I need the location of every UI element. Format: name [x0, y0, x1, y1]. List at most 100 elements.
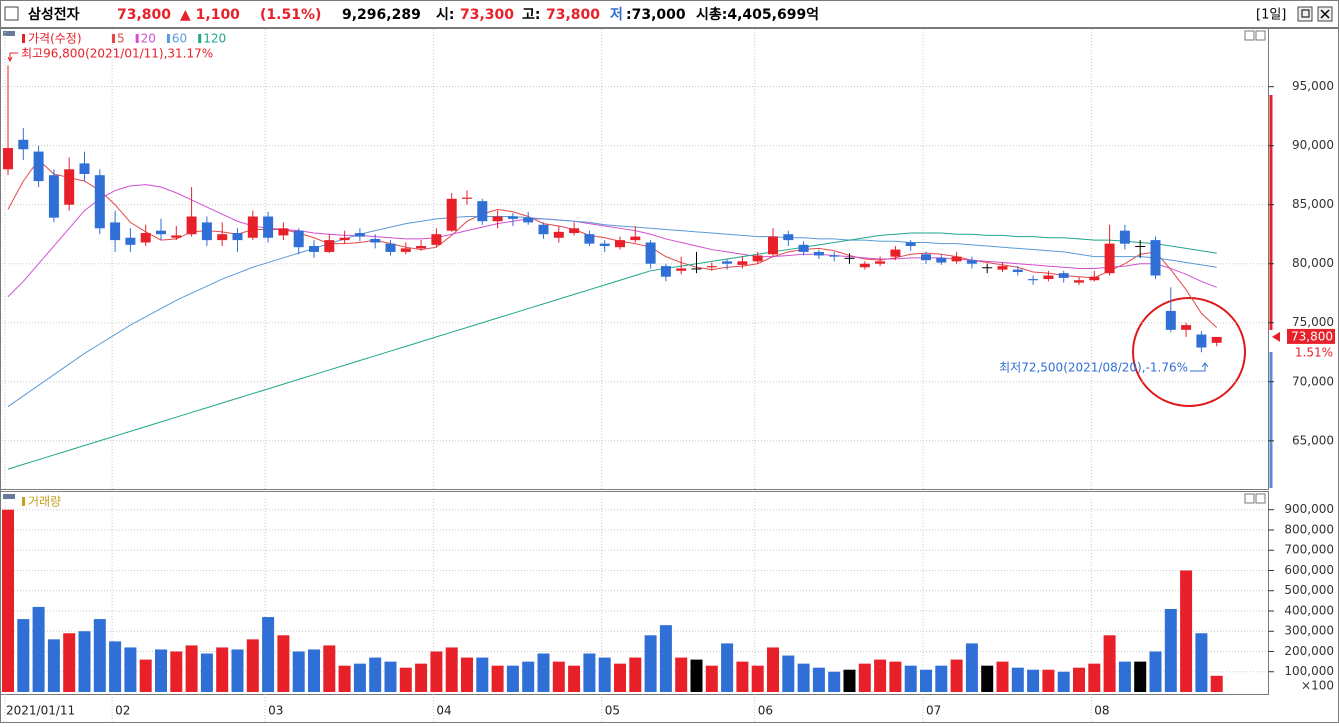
volume-bar	[736, 661, 749, 692]
restore-button[interactable]	[1297, 6, 1313, 22]
volume-bar	[1088, 663, 1101, 692]
volume-bar	[461, 657, 473, 692]
x-tick-label: 08	[1094, 704, 1109, 718]
y-tick-label: 500,000	[1284, 583, 1334, 597]
legend-marker	[22, 497, 25, 506]
volume-bar	[1027, 669, 1040, 692]
unit-label: ×100	[1301, 679, 1334, 693]
candle-body	[966, 260, 977, 264]
restore-icon	[1301, 9, 1310, 18]
last-price-box	[1287, 328, 1335, 344]
candle-body	[538, 224, 549, 235]
y-tick-label: 70,000	[1292, 374, 1334, 388]
volume-bar	[1210, 675, 1223, 692]
candle-body	[1181, 325, 1192, 330]
candle-body	[3, 148, 13, 170]
candle-body	[79, 163, 90, 175]
volume-bar	[690, 659, 703, 692]
volume-bar	[155, 649, 167, 692]
volume-bar	[262, 617, 275, 692]
candle-body	[339, 237, 350, 241]
volume-bar	[644, 635, 657, 692]
volume-bar	[353, 663, 366, 692]
candle-body	[431, 234, 442, 245]
candle-body	[309, 246, 319, 252]
last-price: 73,800	[1291, 329, 1333, 343]
volume-bar	[874, 659, 887, 692]
panel-handle[interactable]	[3, 494, 15, 499]
candle-body	[385, 243, 396, 252]
candle-body	[936, 257, 947, 263]
candle-body	[1165, 310, 1176, 330]
candle-body	[523, 217, 534, 223]
volume-bar	[399, 667, 412, 692]
candle-body	[278, 228, 289, 236]
period[interactable]: [1일]	[1256, 8, 1286, 23]
volume-bar	[1103, 635, 1116, 692]
panel-min[interactable]	[1244, 493, 1255, 504]
stock-name: 삼성전자	[28, 6, 80, 23]
volume-bar	[1134, 661, 1147, 692]
moving-average	[7, 184, 1217, 298]
panel-handle[interactable]	[3, 31, 15, 36]
legend-marker	[112, 34, 115, 43]
legend-marker	[22, 34, 25, 43]
open: 73,300	[460, 7, 514, 23]
x-tick-label: 07	[926, 704, 941, 718]
volume-bar	[308, 649, 320, 692]
candle-body	[859, 263, 870, 268]
candle-body	[171, 235, 182, 238]
candle-body	[1196, 334, 1207, 348]
candle-body	[584, 234, 595, 244]
candle-body	[1028, 279, 1039, 281]
candle-body	[997, 266, 1008, 270]
panel-close[interactable]	[1255, 493, 1266, 504]
candle-body	[676, 268, 687, 271]
y-tick-label: 300,000	[1284, 624, 1334, 638]
open-label: 시:	[436, 7, 454, 23]
annotation-arrow	[1190, 362, 1209, 372]
volume-bar	[767, 647, 779, 692]
volume-bar	[384, 661, 397, 692]
y-tick-label: 900,000	[1284, 502, 1334, 516]
candle-body	[462, 197, 472, 199]
change: ▲ 1,100	[180, 7, 240, 23]
candle-body	[1043, 275, 1054, 280]
highlight-circle	[1132, 297, 1246, 407]
candle-body	[844, 257, 855, 259]
candle-body	[293, 230, 304, 248]
volume-bar	[981, 665, 994, 692]
legend-label: 120	[203, 32, 226, 46]
volume-bar	[109, 641, 122, 692]
volume-bar	[721, 643, 734, 692]
candle-body	[798, 244, 809, 252]
high: 73,800	[546, 7, 600, 23]
legend-label: 5	[117, 32, 125, 46]
legend-marker	[198, 34, 202, 43]
volume-bar	[323, 645, 336, 692]
header-bar	[0, 0, 1339, 28]
candle-body	[737, 261, 748, 265]
candle-body	[1211, 336, 1222, 343]
volume-bar	[338, 665, 351, 692]
panel-min[interactable]	[1244, 30, 1255, 41]
volume-bar	[797, 663, 810, 692]
volume-bar	[476, 657, 489, 692]
volume-bar	[415, 663, 428, 692]
panel-close[interactable]	[1255, 30, 1266, 41]
volume-bar	[705, 665, 718, 692]
checkbox[interactable]	[4, 6, 19, 21]
candle-body	[186, 216, 197, 235]
volume-bar	[629, 657, 642, 692]
candle-body	[1012, 269, 1023, 272]
candle-body	[706, 266, 717, 268]
candle-body	[875, 261, 886, 264]
candle-body	[982, 267, 993, 269]
candle-body	[691, 268, 702, 270]
volume-bar	[1057, 671, 1070, 692]
volume-bar	[170, 651, 183, 692]
volume-bar	[292, 651, 305, 692]
x-tick-label: 05	[605, 704, 620, 718]
candle-body	[813, 251, 824, 256]
volume-bar	[552, 661, 565, 692]
